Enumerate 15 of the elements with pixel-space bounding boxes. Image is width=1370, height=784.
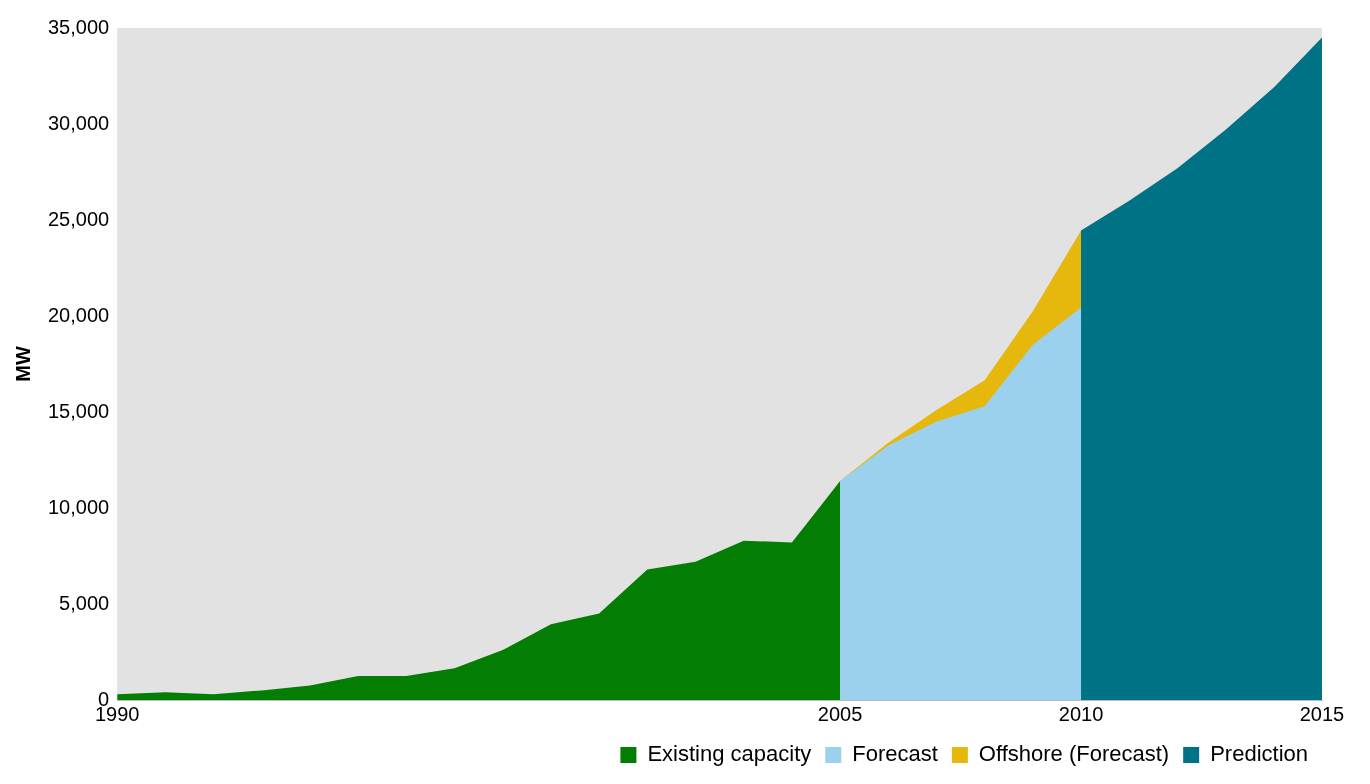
y-tick-label: 5,000 bbox=[59, 591, 110, 614]
legend-label: Prediction bbox=[1210, 741, 1309, 767]
y-tick-label: 35,000 bbox=[48, 15, 110, 38]
y-tick-label: 15,000 bbox=[48, 399, 110, 422]
x-tick-label: 2010 bbox=[1058, 702, 1104, 725]
y-axis-title: MW bbox=[11, 346, 34, 382]
x-tick-label: 2015 bbox=[1299, 702, 1345, 725]
legend-label: Forecast bbox=[852, 741, 938, 767]
y-tick-label: 20,000 bbox=[48, 303, 110, 326]
y-tick-label: 10,000 bbox=[48, 495, 110, 518]
y-tick-label: 25,000 bbox=[48, 207, 110, 230]
legend-label: Offshore (Forecast) bbox=[978, 741, 1170, 767]
x-tick-label: 2005 bbox=[817, 702, 863, 725]
legend-label: Existing capacity bbox=[647, 741, 812, 767]
y-tick-label: 30,000 bbox=[48, 111, 110, 134]
